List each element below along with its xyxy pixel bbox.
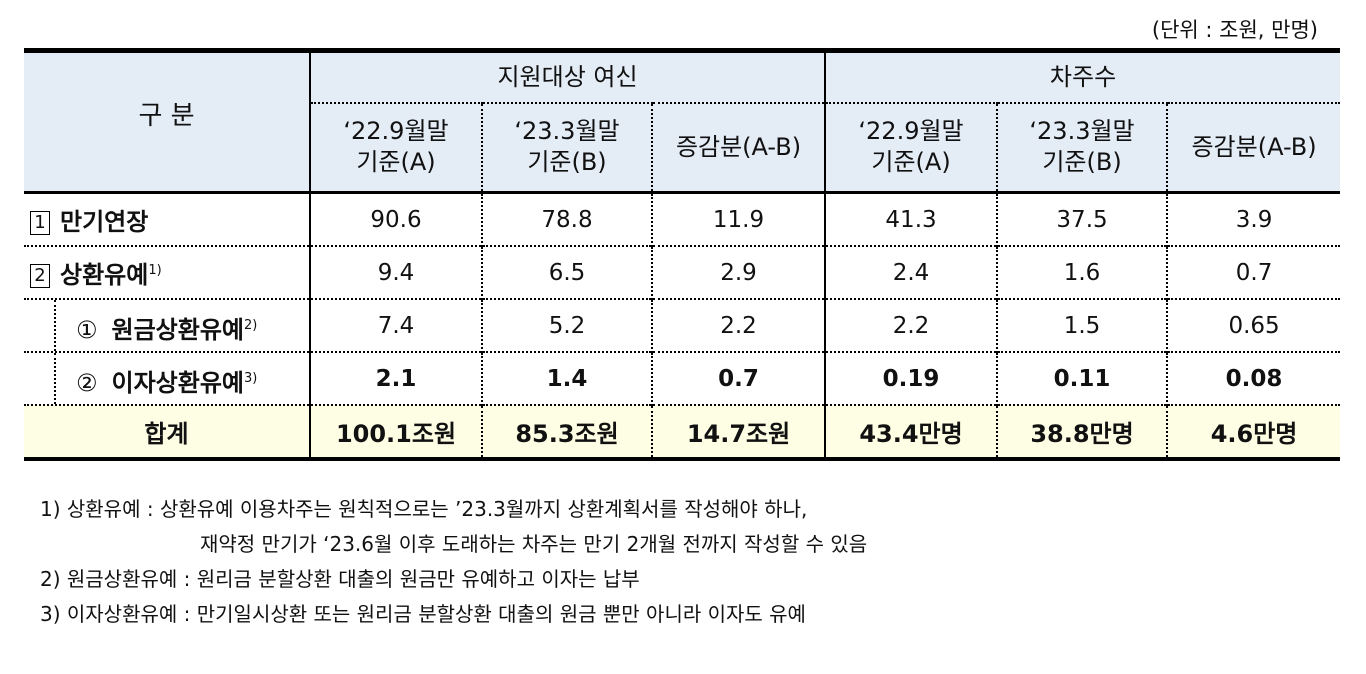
footnote-ref: 1) [148,263,162,278]
col-header-line2: 기준(A) [871,148,951,177]
col-header-loans-diff: 증감분(A-B) [650,101,826,194]
cell: 1.5 [996,298,1168,352]
row-header-label: 구 분 [138,101,195,132]
col-header-line1: ‘23.3월말 [514,117,620,146]
col-header-line2: 기준(B) [527,148,607,177]
footnote-3: 3) 이자상환유예 : 만기일시상환 또는 원리금 분할상환 대출의 원금 뿐만… [40,602,806,626]
col-header-line1: ‘22.9월말 [343,117,449,146]
footnote-1-continued: 재약정 만기가 ‘23.6월 이후 도래하는 차주는 만기 2개월 전까지 작성… [200,532,868,556]
col-header-borrowers-a: ‘22.9월말 기준(A) [824,101,998,194]
support-status-table: 구 분 지원대상 여신 차주수 ‘22.9월말 기준(A) ‘23.3월말 기준(B… [24,48,1341,461]
table-row: 1 만기연장 90.6 78.8 11.9 41.3 37.5 3.9 [24,192,1341,247]
col-header-line2: 기준(A) [356,148,436,177]
row-label: ② 이자상환유예3) [24,351,310,405]
col-header-line1: ‘23.3월말 [1029,117,1135,146]
cell: 11.9 [650,192,826,246]
cell: 0.11 [996,351,1168,405]
row-label-text: 이자상환유예 [111,369,244,397]
total-cell: 85.3조원 [481,404,652,459]
cell: 7.4 [309,298,482,352]
boxed-number-icon: 1 [30,211,50,235]
col-header-loans-a: ‘22.9월말 기준(A) [309,101,482,194]
cell: 2.4 [824,245,998,299]
cell: 6.5 [481,245,652,299]
cell: 0.65 [1166,298,1341,352]
cell: 37.5 [996,192,1168,246]
group-header-borrowers: 차주수 [824,50,1341,103]
cell: 0.7 [1166,245,1341,299]
total-cell: 4.6만명 [1166,404,1341,459]
table-row: ② 이자상환유예3) 2.1 1.4 0.7 0.19 0.11 0.08 [24,351,1341,405]
cell: 78.8 [481,192,652,246]
col-header-borrowers-b: ‘23.3월말 기준(B) [996,101,1168,194]
circled-number-icon: ② [76,369,98,397]
cell: 2.1 [309,351,482,405]
circled-number-icon: ① [76,316,98,344]
row-label: 2 상환유예1) [24,245,310,299]
cell: 2.2 [824,298,998,352]
total-row: 합계 100.1조원 85.3조원 14.7조원 43.4만명 38.8만명 4… [24,404,1341,459]
row-label: ① 원금상환유예2) [24,298,310,352]
total-cell: 43.4만명 [824,404,998,459]
total-label: 합계 [24,404,310,459]
cell: 90.6 [309,192,482,246]
total-cell: 38.8만명 [996,404,1168,459]
row-label: 1 만기연장 [24,193,310,247]
total-cell: 14.7조원 [650,404,826,459]
col-header-borrowers-diff: 증감분(A-B) [1166,101,1341,194]
cell: 3.9 [1166,192,1341,246]
footnote-1: 1) 상환유예 : 상환유예 이용차주는 원칙적으로는 ’23.3월까지 상환계… [40,497,808,521]
cell: 2.9 [650,245,826,299]
col-header-line1: 증감분(A-B) [675,132,802,161]
col-header-line1: ‘22.9월말 [858,117,964,146]
col-header-line2: 기준(B) [1042,148,1122,177]
cell: 9.4 [309,245,482,299]
table-row: ① 원금상환유예2) 7.4 5.2 2.2 2.2 1.5 0.65 [24,298,1341,352]
footnotes: 1) 상환유예 : 상환유예 이용차주는 원칙적으로는 ’23.3월까지 상환계… [40,492,867,632]
footnote-ref: 2) [244,318,258,333]
cell: 0.08 [1166,351,1341,405]
row-label-text: 원금상환유예 [111,316,244,344]
row-label-text: 상환유예 [60,261,149,289]
table-row: 2 상환유예1) 9.4 6.5 2.9 2.4 1.6 0.7 [24,245,1341,299]
footnote-ref: 3) [244,371,258,386]
col-header-line1: 증감분(A-B) [1191,132,1317,161]
cell: 41.3 [824,192,998,246]
footnote-2: 2) 원금상환유예 : 원리금 분할상환 대출의 원금만 유예하고 이자는 납부 [40,567,640,591]
cell: 1.4 [481,351,652,405]
total-cell: 100.1조원 [309,404,482,459]
boxed-number-icon: 2 [30,264,50,288]
cell: 1.6 [996,245,1168,299]
cell: 2.2 [650,298,826,352]
row-header: 구 분 [24,50,310,194]
row-label-text: 만기연장 [60,208,149,236]
cell: 0.7 [650,351,826,405]
cell: 5.2 [481,298,652,352]
group-header-loans: 지원대상 여신 [308,50,826,103]
col-header-loans-b: ‘23.3월말 기준(B) [481,101,652,194]
cell: 0.19 [824,351,998,405]
unit-label: (단위 : 조원, 만명) [1151,18,1318,42]
